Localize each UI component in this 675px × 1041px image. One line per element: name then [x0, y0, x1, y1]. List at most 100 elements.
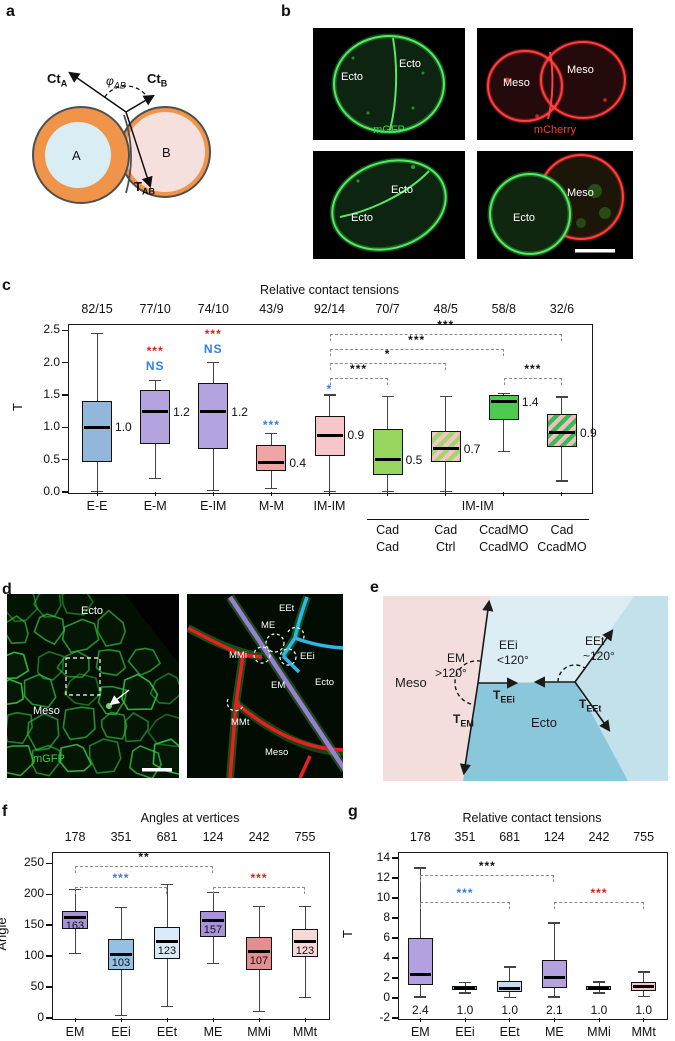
cell-outline	[62, 706, 96, 741]
box	[541, 959, 567, 988]
median-value: 107	[249, 954, 269, 967]
cell-mesh-drawing	[7, 594, 179, 778]
x-label: EEt	[156, 1025, 178, 1039]
significance-mark: *	[326, 381, 333, 396]
significance-stars: ***	[590, 886, 608, 900]
y-tick-label: 0	[37, 1010, 44, 1024]
whisker-cap	[548, 996, 561, 998]
significance-bracket	[75, 866, 213, 874]
panel-letter-e: e	[370, 579, 379, 596]
micrograph-ecto-meso: Meso Ecto	[477, 151, 633, 259]
x-label: MMi	[587, 1025, 611, 1039]
significance-stars: ***	[408, 332, 426, 347]
y-tick	[392, 917, 398, 919]
whisker-cap	[299, 996, 311, 999]
x-tick	[166, 1018, 168, 1022]
panel-letter-d: d	[2, 581, 12, 598]
sample-count: 124	[543, 830, 565, 844]
sample-count: 242	[588, 830, 610, 844]
cell-outline	[95, 648, 127, 677]
whisker-cap	[548, 922, 561, 924]
tension-label-eet: TEEt	[579, 697, 602, 714]
x-tick	[387, 492, 389, 496]
x-tick	[598, 1018, 600, 1022]
median-value: 123	[157, 944, 177, 957]
sample-count: 242	[248, 830, 270, 844]
significance-mark: ***	[262, 418, 280, 433]
median-value: 0.5	[405, 452, 423, 467]
y-tick	[46, 986, 52, 988]
whisker-cap	[497, 450, 510, 452]
x-label: MMt	[292, 1025, 318, 1039]
y-tick	[62, 394, 68, 396]
region-label-ecto: Ecto	[531, 715, 558, 730]
sample-count: 178	[409, 830, 431, 844]
x-label: EEi	[111, 1025, 131, 1039]
angle-label-eei: EEi	[499, 638, 518, 652]
cell-label: Ecto	[391, 184, 414, 196]
y-tick-label: 8	[383, 910, 390, 924]
cell-outline	[61, 594, 94, 616]
sample-count: 351	[110, 830, 132, 844]
y-tick-label: 4	[383, 950, 390, 964]
angle-value-eet: ~120°	[583, 649, 615, 663]
vertex-label-mmt: MMt	[231, 717, 250, 728]
cell-doublet-schematic	[32, 71, 211, 204]
whisker-cap	[69, 952, 81, 955]
vertex-label-eet: EEt	[279, 603, 295, 614]
sample-count: 755	[294, 830, 316, 844]
significance-bracket	[213, 886, 305, 894]
angle-label-eet: EEt	[585, 634, 605, 648]
median-value: 0.9	[347, 428, 365, 443]
micrograph-ecto-ecto: Ecto Ecto	[313, 151, 465, 259]
median-line	[200, 410, 227, 414]
y-tick-label: 100	[23, 948, 44, 963]
y-tick	[392, 877, 398, 879]
box	[256, 445, 287, 471]
whisker-cap	[414, 996, 427, 998]
plot-area	[398, 852, 668, 1020]
median-value: 1.2	[231, 404, 248, 419]
sample-count: 124	[202, 830, 224, 844]
median-value: 0.9	[579, 425, 597, 440]
cell-outline	[61, 618, 100, 654]
median-value: 1.0	[590, 1002, 608, 1017]
x-tick	[212, 492, 214, 496]
x-tick	[464, 1018, 466, 1022]
chart-title: Relative contact tensions	[462, 811, 602, 825]
x-label: IM-IM	[313, 499, 346, 513]
box	[546, 414, 577, 447]
tissue-micrograph: Ecto Meso mGFP	[7, 594, 179, 778]
cell-label: Ecto	[399, 58, 422, 70]
x-label: EEi	[455, 1025, 475, 1039]
median-line	[432, 447, 459, 451]
x-label: E-E	[86, 499, 108, 513]
median-value: 0.7	[463, 441, 481, 456]
angle-label-em: EM	[447, 651, 465, 665]
panel-letter-b: b	[281, 3, 291, 20]
y-tick	[392, 937, 398, 939]
panel-letter-c: c	[2, 277, 11, 294]
median-line	[316, 433, 343, 437]
cell-outline	[149, 672, 179, 705]
x-label: EM	[410, 1025, 430, 1039]
y-tick-label: 0	[383, 990, 390, 1004]
cell-outline	[152, 738, 179, 775]
sample-count: 77/10	[139, 302, 171, 316]
whisker-cap	[161, 1005, 173, 1007]
box	[200, 911, 226, 938]
group-sublabel: Cad	[376, 523, 400, 537]
significance-bracket	[420, 875, 555, 882]
panel-letter-a: a	[6, 3, 15, 20]
x-label: M-M	[258, 499, 284, 513]
box	[488, 395, 519, 420]
y-tick	[392, 1017, 398, 1019]
cell-outline	[7, 678, 25, 705]
region-label-meso: Meso	[33, 705, 60, 717]
panel-a-diagram: CtA φAB CtB TAB A B	[10, 25, 260, 240]
vertex-label-me: ME	[261, 620, 276, 631]
y-tick-label: 2.0	[43, 354, 60, 369]
x-tick	[419, 1018, 421, 1022]
cell-outline	[7, 651, 30, 680]
cell-outline	[100, 711, 128, 740]
